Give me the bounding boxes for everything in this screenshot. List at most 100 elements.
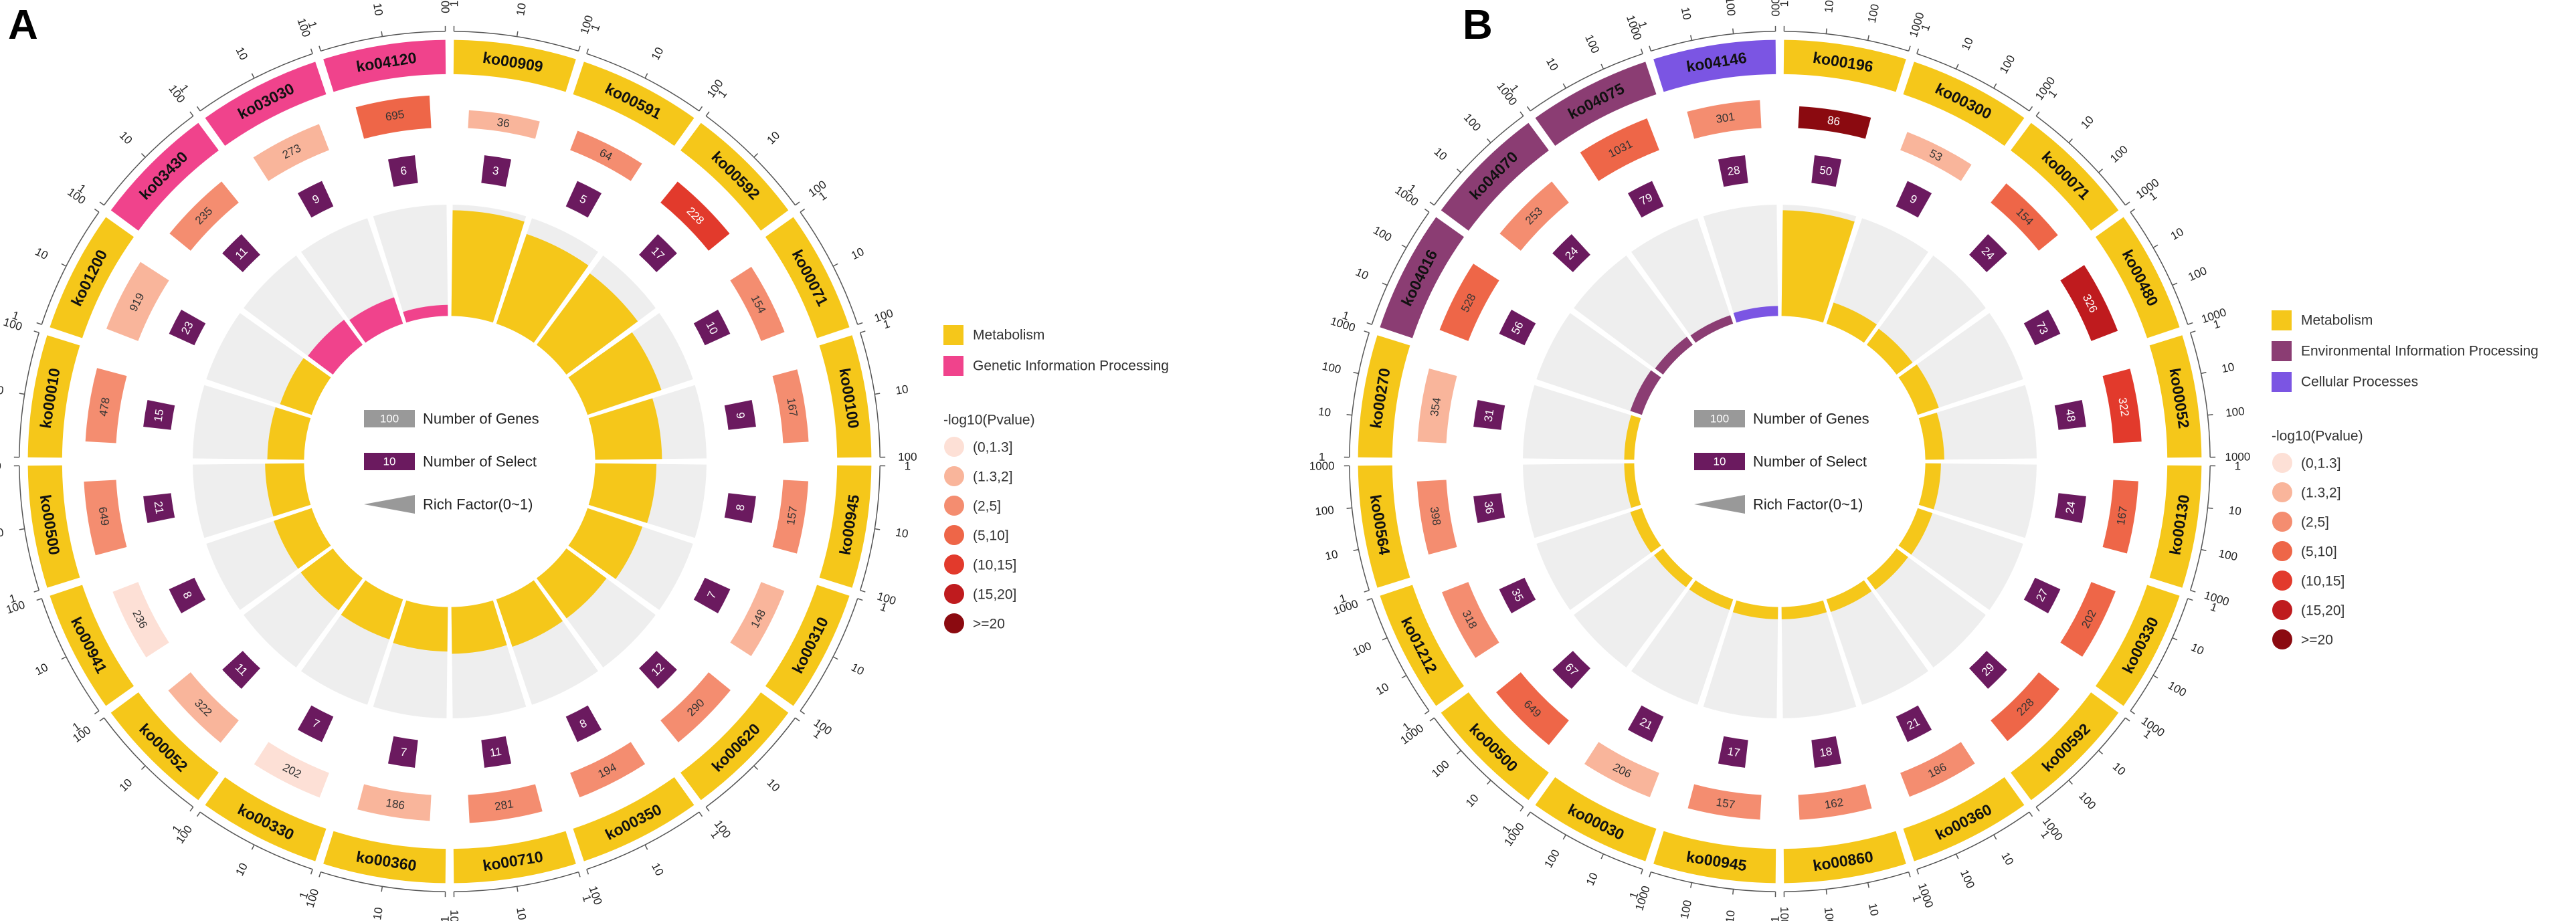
- genes-bar: [1798, 106, 1871, 139]
- scale-tick: [2201, 371, 2207, 375]
- scale-tick-label: 10: [765, 777, 783, 795]
- select-box: [2023, 577, 2061, 614]
- scale-tick: [1364, 589, 1370, 593]
- center-legend-label: Number of Genes: [423, 411, 539, 427]
- genes-bar: [355, 95, 432, 139]
- scale-tick: [1825, 889, 1827, 895]
- scale-tick: [189, 111, 194, 116]
- category-segment: [205, 777, 327, 861]
- rich-factor-bar: [1918, 412, 1944, 460]
- genes-bar: [84, 480, 127, 556]
- select-box: [2054, 399, 2086, 430]
- category-segment: [2095, 585, 2180, 706]
- scale-tick: [795, 717, 800, 722]
- select-box: [481, 155, 512, 187]
- select-value: 36: [1482, 500, 1497, 515]
- pvalue-swatch: [944, 525, 964, 545]
- genes-bar: [468, 784, 543, 823]
- scale-tick: [2187, 322, 2193, 325]
- select-value: 21: [152, 500, 167, 515]
- scale-axis: [103, 717, 194, 808]
- scale-tick: [1364, 330, 1370, 334]
- scale-tick: [1600, 64, 1604, 70]
- rich-factor-bar: [1630, 508, 1661, 553]
- rich-factor-bar: [1654, 548, 1693, 587]
- genes-bar: [85, 368, 127, 443]
- rich-factor-bg: [1781, 600, 1857, 718]
- select-box: [565, 705, 602, 742]
- scale-tick-label: 100: [439, 0, 452, 13]
- genes-bar: [660, 181, 730, 251]
- select-value: 31: [1482, 408, 1497, 423]
- rich-factor-bar: [1898, 508, 1933, 555]
- scale-tick: [860, 589, 866, 593]
- scale-tick: [1526, 811, 1531, 817]
- select-box: [1473, 399, 1505, 430]
- scale-axis: [800, 598, 858, 712]
- scale-axis: [2130, 598, 2189, 712]
- select-box: [1718, 155, 1748, 187]
- rich-factor-bg: [1574, 548, 1693, 668]
- scale-tick: [753, 153, 758, 158]
- scale-tick: [2068, 780, 2073, 785]
- scale-tick: [832, 656, 838, 660]
- scale-tick: [2187, 598, 2193, 601]
- scale-axis: [1371, 211, 1430, 325]
- scale-tick: [1353, 371, 1359, 375]
- circle-chart-b: 1 10 100 1000110100100011010010001101001000…: [1309, 0, 2251, 921]
- scale-tick: [2035, 111, 2040, 116]
- scale-tick-label: 100: [1822, 906, 1837, 921]
- category-segment: [1903, 777, 2025, 861]
- genes-bar: [1416, 480, 1457, 555]
- scale-tick: [1649, 45, 1652, 52]
- genes-value: 162: [1824, 796, 1845, 811]
- scale-tick: [1382, 282, 1388, 286]
- genes-bar: [2102, 480, 2138, 554]
- scale-tick-label: 100: [1958, 867, 1977, 890]
- scale-axis: [586, 53, 700, 112]
- scale-tick-label: 10: [1724, 910, 1738, 921]
- rich-factor-bar: [1624, 415, 1641, 460]
- pvalue-swatch: [2272, 453, 2292, 473]
- scale-tick: [99, 717, 104, 722]
- genes-bar: [1991, 672, 2059, 741]
- scale-tick: [1689, 35, 1693, 41]
- scale-tick-label: 1: [1778, 1, 1790, 7]
- select-box: [1473, 493, 1505, 524]
- scale-axis: [2035, 115, 2126, 206]
- scale-tick: [310, 48, 313, 54]
- pvalue-bin-label: (15,20]: [2301, 603, 2344, 619]
- category-segment: [1535, 62, 1657, 146]
- scale-axis: [1349, 332, 1370, 457]
- scale-tick: [1429, 717, 1435, 722]
- rich-factor-bar: [1867, 548, 1908, 590]
- scale-tick: [33, 589, 39, 593]
- genes-value: 167: [784, 397, 800, 417]
- category-segment: [27, 465, 80, 588]
- pvalue-bin-label: (10,15]: [2301, 574, 2344, 589]
- genes-bar: [169, 181, 239, 251]
- scale-tick: [857, 598, 863, 601]
- scale-tick: [310, 869, 313, 875]
- scale-tick: [196, 811, 201, 817]
- scale-tick: [705, 807, 710, 812]
- scale-tick: [1457, 169, 1461, 173]
- select-box: [297, 705, 334, 742]
- scale-axis: [320, 871, 446, 892]
- center-legend-label: Number of Select: [423, 453, 537, 470]
- scale-tick-label: 10: [1679, 6, 1693, 21]
- scale-tick: [1520, 111, 1524, 116]
- panel-label-b: B: [1463, 2, 1493, 48]
- scale-tick: [36, 598, 42, 601]
- pvalue-bin-label: (5,10]: [973, 528, 1009, 544]
- select-box: [1969, 234, 2007, 272]
- scale-tick: [644, 844, 648, 850]
- category-segment: [453, 39, 576, 92]
- scale-tick-label: 1: [448, 1, 460, 7]
- scale-axis: [859, 466, 881, 591]
- category-swatch: [943, 325, 963, 345]
- scale-tick: [2125, 201, 2130, 206]
- scale-tick-label: 1000: [2225, 450, 2250, 463]
- scale-tick-label: 100: [1542, 847, 1562, 870]
